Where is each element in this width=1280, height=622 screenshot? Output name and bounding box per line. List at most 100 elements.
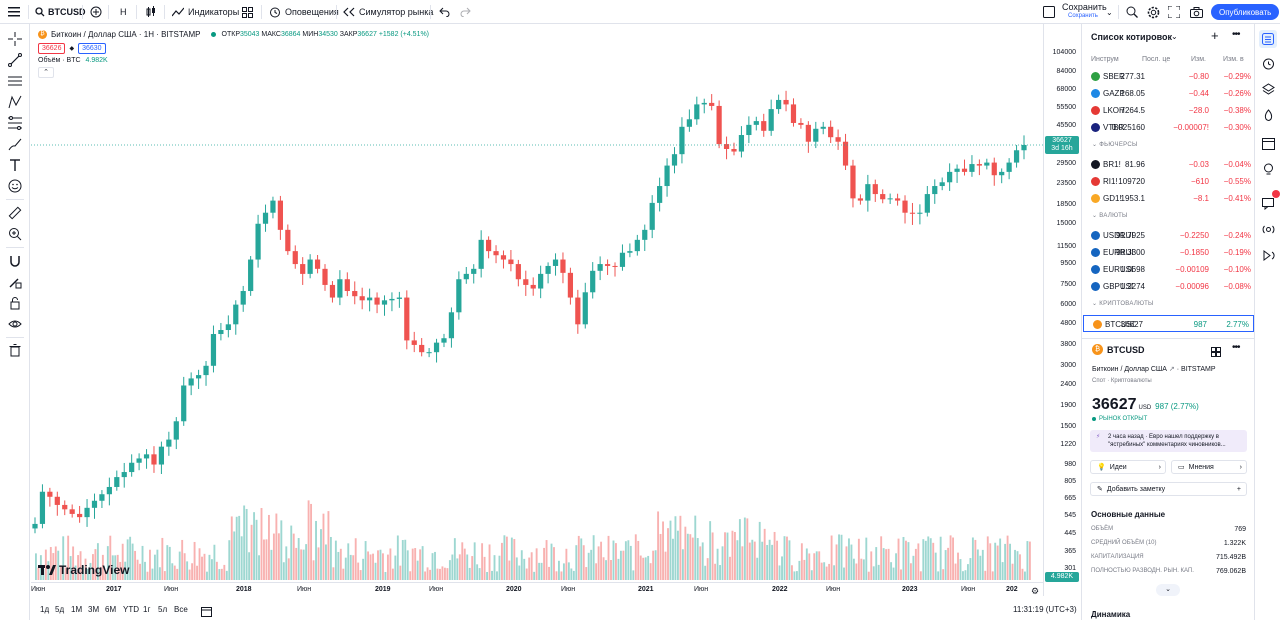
range-4[interactable]: 6М: [105, 605, 117, 614]
candle-body[interactable]: [218, 330, 224, 335]
candle-body[interactable]: [976, 164, 982, 166]
candle-body[interactable]: [344, 279, 350, 292]
candle-body[interactable]: [947, 171, 953, 183]
candle-body[interactable]: [314, 259, 321, 269]
undo-button[interactable]: [438, 0, 450, 24]
range-2[interactable]: 1М: [71, 605, 83, 614]
candle-body[interactable]: [158, 446, 165, 465]
candle-body[interactable]: [872, 184, 878, 195]
news-card[interactable]: ⚡ 2 часа назад · Евро нашел поддержку в …: [1090, 430, 1247, 452]
alarm-clock-icon[interactable]: [1259, 54, 1277, 72]
details-symbol[interactable]: BTCUSD: [1107, 344, 1145, 355]
lightbulb-icon[interactable]: [1259, 160, 1277, 178]
brush-icon[interactable]: [6, 135, 24, 153]
scale-settings-icon[interactable]: ⚙: [1031, 586, 1040, 596]
chart-type-button[interactable]: [145, 0, 157, 24]
clock[interactable]: 11:31:19 (UTC+3): [1013, 605, 1077, 614]
column-header[interactable]: Посл. це: [1142, 56, 1171, 63]
candle-body[interactable]: [106, 486, 112, 495]
candle-body[interactable]: [969, 164, 975, 172]
candle-body[interactable]: [84, 507, 90, 518]
candle-body[interactable]: [396, 297, 402, 299]
collapse-legend-button[interactable]: ⌃: [38, 67, 54, 78]
candle-body[interactable]: [433, 342, 440, 353]
candle-body[interactable]: [842, 141, 849, 166]
candle-body[interactable]: [381, 300, 388, 305]
trend-line-icon[interactable]: [6, 51, 24, 69]
candle-body[interactable]: [463, 273, 469, 280]
candle-body[interactable]: [210, 334, 217, 366]
candle-body[interactable]: [865, 184, 871, 201]
ideas-button[interactable]: 💡 Идеи ›: [1090, 460, 1166, 474]
ruler-icon[interactable]: [6, 204, 24, 222]
candle-body[interactable]: [753, 121, 759, 125]
candle-body[interactable]: [552, 259, 559, 266]
candle-body[interactable]: [508, 259, 514, 265]
candle-body[interactable]: [850, 165, 856, 199]
more-icon[interactable]: •••: [1232, 29, 1240, 40]
save-button[interactable]: Сохранить Сохранить: [1062, 2, 1107, 20]
watchlist-row[interactable]: VTBR 0.025160 −0.00007! −0.30%: [1082, 119, 1255, 136]
candle-body[interactable]: [493, 251, 499, 256]
candle-body[interactable]: [166, 439, 172, 447]
range-3[interactable]: 3М: [88, 605, 100, 614]
watchlist-row[interactable]: RI1! 109720 −610 −0.55%: [1082, 173, 1255, 190]
add-note-button[interactable]: ✎ Добавить заметку +: [1090, 482, 1247, 496]
candle-body[interactable]: [337, 279, 343, 298]
candle-body[interactable]: [419, 344, 425, 353]
fib-icon[interactable]: [6, 114, 24, 132]
candle-body[interactable]: [151, 454, 157, 465]
candle-body[interactable]: [902, 200, 908, 213]
candle-body[interactable]: [77, 513, 83, 518]
watchlist-row[interactable]: BR1! 81.96 −0.03 −0.04%: [1082, 156, 1255, 173]
candle-body[interactable]: [776, 99, 782, 110]
indicators-button[interactable]: Индикаторы: [172, 0, 239, 24]
candle-body[interactable]: [738, 135, 745, 152]
candle-body[interactable]: [813, 128, 819, 142]
candle-body[interactable]: [91, 500, 98, 508]
candle-body[interactable]: [329, 284, 336, 298]
text-icon[interactable]: [6, 156, 24, 174]
candle-body[interactable]: [761, 121, 767, 131]
watchlist-row[interactable]: GD1! 1953.1 −8.1 −0.41%: [1082, 190, 1255, 207]
candle-body[interactable]: [723, 144, 730, 149]
range-5[interactable]: YTD: [123, 605, 139, 614]
candle-body[interactable]: [173, 421, 179, 440]
candle-body[interactable]: [805, 124, 811, 142]
candle-body[interactable]: [857, 198, 864, 201]
candle-body[interactable]: [471, 268, 477, 274]
candle-body[interactable]: [240, 291, 246, 305]
candle-body[interactable]: [590, 270, 596, 293]
watchlist-row[interactable]: SBER 277.31 −0.80 −0.29%: [1082, 68, 1255, 85]
interval-button[interactable]: H: [120, 7, 127, 17]
candle-body[interactable]: [560, 259, 566, 273]
sell-price-box[interactable]: 36626: [38, 43, 66, 54]
range-1[interactable]: 5д: [55, 605, 65, 614]
opinions-button[interactable]: ▭ Мнения ›: [1171, 460, 1247, 474]
candle-body[interactable]: [307, 259, 313, 274]
column-header[interactable]: Изм. в: [1223, 56, 1244, 63]
candle-body[interactable]: [270, 200, 276, 213]
candle-body[interactable]: [129, 462, 135, 473]
crosshair-icon[interactable]: [6, 30, 24, 48]
watchlist-row[interactable]: BTCUSD 36627 987 2.77%: [1083, 315, 1254, 332]
candle-body[interactable]: [686, 119, 692, 127]
candle-body[interactable]: [32, 523, 38, 529]
candle-body[interactable]: [285, 229, 291, 252]
watchlist-icon[interactable]: [1259, 30, 1277, 48]
watchlist-row[interactable]: EURUSD1.0698 −0.00109 −0.10%: [1082, 261, 1255, 278]
candle-body[interactable]: [709, 102, 715, 106]
section-header[interactable]: ⌄ ФЬЮЧЕРСЫ: [1092, 142, 1138, 148]
watchlist-row[interactable]: EURRUB98.3300 −0.1850 −0.19%: [1082, 244, 1255, 261]
candle-body[interactable]: [255, 223, 261, 260]
watchlist-row[interactable]: GBPUSD1.2274 −0.00096 −0.08%: [1082, 278, 1255, 295]
candle-body[interactable]: [567, 272, 574, 298]
candle-body[interactable]: [367, 297, 373, 301]
candle-body[interactable]: [374, 297, 380, 305]
candle-body[interactable]: [143, 454, 150, 459]
candle-body[interactable]: [121, 472, 127, 478]
layouts-button[interactable]: [242, 0, 253, 24]
candle-body[interactable]: [887, 198, 893, 200]
candle-body[interactable]: [828, 126, 834, 138]
calendar-icon[interactable]: [1259, 134, 1277, 152]
